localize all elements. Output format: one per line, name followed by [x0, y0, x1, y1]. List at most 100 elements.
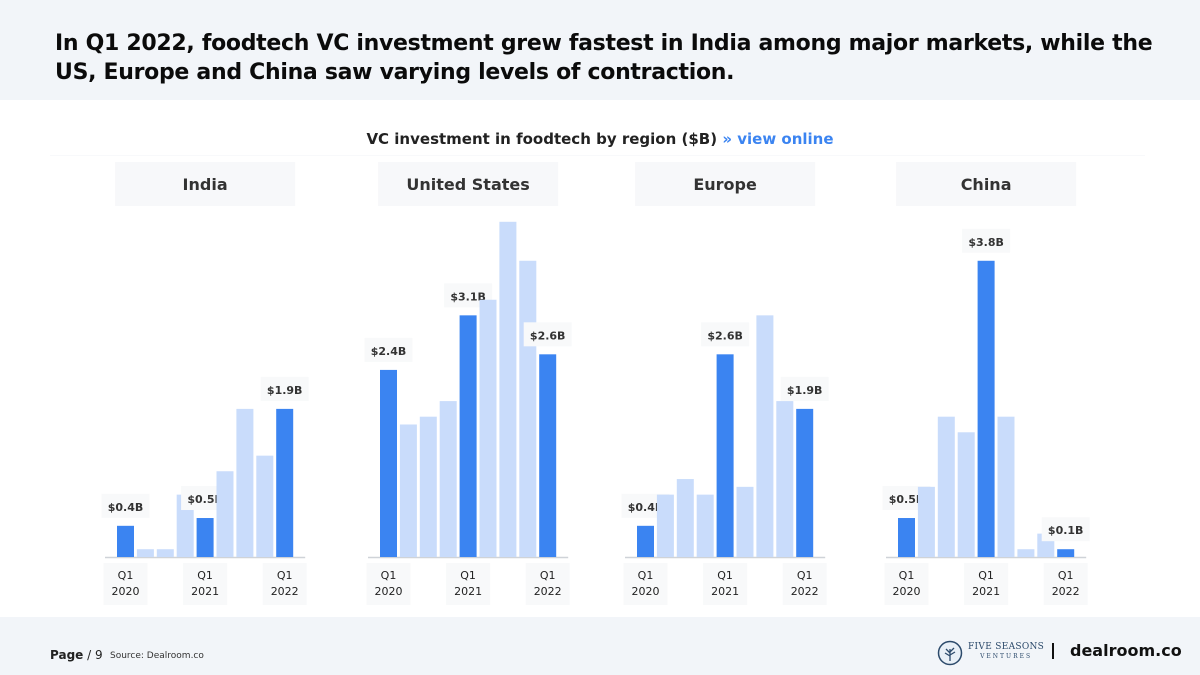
chart-area: India $0.4B $0.5B $1.9B Q1 2020 Q1 2021 Q1 2022 Un…	[50, 155, 1145, 605]
x-tick-label: Q1	[118, 569, 134, 582]
view-online-link[interactable]: » view online	[722, 130, 834, 148]
tick-label-bg	[183, 563, 228, 605]
bar	[216, 471, 234, 557]
x-tick-label: Q1	[978, 569, 994, 582]
five-seasons-sub: VENTURES	[980, 653, 1033, 660]
bar	[898, 518, 915, 557]
data-label: $2.6B	[530, 329, 566, 342]
tick-label-bg	[262, 563, 307, 605]
data-label: $2.6B	[707, 329, 743, 342]
tick-label-bg	[525, 563, 570, 605]
data-label: $0.5B	[187, 493, 223, 506]
data-label: $3.8B	[968, 236, 1004, 249]
bar	[117, 525, 134, 557]
bar	[716, 354, 734, 557]
bar	[519, 260, 537, 557]
x-tick-label: 2022	[534, 585, 562, 598]
x-tick-label: 2020	[893, 585, 921, 598]
bar	[937, 416, 955, 557]
bar	[479, 299, 497, 557]
tick-label-bg	[884, 563, 929, 605]
region-title-europe: Europe	[693, 175, 757, 194]
x-tick-label: Q1	[717, 569, 733, 582]
data-label-bg	[1041, 517, 1090, 542]
x-tick-label: Q1	[540, 569, 556, 582]
page-indicator: Page / 9	[50, 648, 103, 662]
data-label-bg	[701, 322, 750, 347]
x-tick-label: Q1	[797, 569, 813, 582]
tick-label-bg	[1043, 563, 1088, 605]
data-label-bg	[523, 322, 572, 347]
page-label: Page	[50, 648, 84, 662]
bar	[176, 494, 194, 557]
x-tick-label: Q1	[460, 569, 476, 582]
five-seasons-tree-icon	[937, 640, 963, 666]
tick-label-bg	[446, 563, 491, 605]
data-label-bg	[780, 376, 829, 401]
data-label-bg	[101, 493, 150, 518]
bar	[136, 549, 154, 557]
x-tick-label: 2020	[632, 585, 660, 598]
tick-label-bg	[103, 563, 148, 605]
bar	[439, 401, 457, 557]
data-label-bg	[260, 376, 309, 401]
bar	[917, 486, 935, 557]
region-title-india: India	[183, 175, 228, 194]
data-label: $2.4B	[371, 345, 407, 358]
x-tick-label: 2022	[271, 585, 299, 598]
bar	[499, 221, 517, 557]
x-tick-label: 2021	[711, 585, 739, 598]
region-title-united-states: United States	[406, 175, 529, 194]
bar	[256, 455, 274, 557]
tick-label-bg	[366, 563, 411, 605]
bar	[276, 408, 294, 557]
tick-label-bg	[623, 563, 668, 605]
bar	[696, 494, 714, 557]
bar	[796, 408, 814, 557]
data-label-bg	[962, 228, 1011, 253]
data-label: $0.4B	[108, 501, 144, 514]
x-tick-label: 2021	[454, 585, 482, 598]
bar	[957, 432, 975, 557]
chart-title-text: VC investment in foodtech by region ($B)	[366, 130, 718, 148]
x-tick-label: 2020	[375, 585, 403, 598]
region-title-china: China	[961, 175, 1012, 194]
bar	[756, 315, 774, 557]
logo-separator	[1052, 643, 1054, 659]
x-tick-label: 2022	[1052, 585, 1080, 598]
five-seasons-logo: FIVE SEASONS VENTURES	[968, 642, 1044, 662]
data-label: $0.4B	[628, 501, 664, 514]
source-note: Source: Dealroom.co	[110, 651, 204, 661]
bar	[380, 369, 397, 557]
x-tick-label: Q1	[277, 569, 293, 582]
chart-title: VC investment in foodtech by region ($B)…	[0, 130, 1200, 148]
x-tick-label: 2020	[112, 585, 140, 598]
chart-title-band	[50, 155, 1145, 156]
tick-label-bg	[782, 563, 827, 605]
x-tick-label: Q1	[381, 569, 397, 582]
x-tick-label: 2021	[972, 585, 1000, 598]
bar	[459, 315, 477, 557]
bar	[156, 549, 174, 557]
bar	[676, 479, 694, 557]
bar	[997, 416, 1015, 557]
bar	[656, 494, 674, 557]
page-number: / 9	[87, 648, 103, 662]
x-tick-label: Q1	[899, 569, 915, 582]
bar	[1017, 549, 1035, 557]
data-label-bg	[364, 337, 413, 362]
data-label: $3.1B	[450, 290, 486, 303]
data-label: $0.1B	[1048, 524, 1084, 537]
tick-label-bg	[703, 563, 748, 605]
x-tick-label: Q1	[1058, 569, 1074, 582]
bar	[776, 401, 794, 557]
bar	[1057, 549, 1075, 557]
x-tick-label: Q1	[638, 569, 654, 582]
bar	[236, 408, 254, 557]
bar	[637, 525, 654, 557]
region-header-band	[378, 162, 559, 206]
data-label: $1.9B	[787, 384, 823, 397]
region-header-band	[115, 162, 296, 206]
bar	[419, 416, 437, 557]
header-band: In Q1 2022, foodtech VC investment grew …	[0, 0, 1200, 100]
